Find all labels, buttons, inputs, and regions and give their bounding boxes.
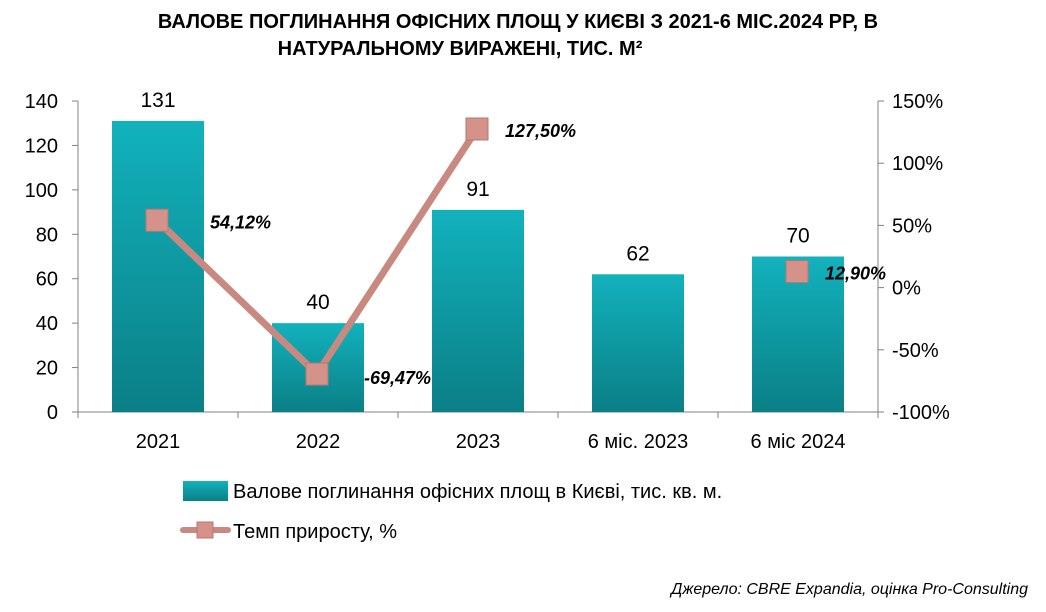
growth-marker	[305, 362, 329, 386]
y-left-tick-label: 120	[25, 135, 58, 157]
y-left-tick-label: 140	[25, 91, 58, 113]
x-tick-label: 2022	[296, 431, 341, 453]
chart-title-line-2: НАТУРАЛЬНОМУ ВИРАЖЕНІ, ТИС. М²	[278, 38, 643, 60]
y-left-tick-label: 20	[36, 358, 58, 380]
y-right-tick-label: -50%	[892, 340, 939, 362]
chart-title: ВАЛОВЕ ПОГЛИНАННЯ ОФІСНИХ ПЛОЩ У КИЄВІ З…	[158, 11, 878, 60]
bar	[592, 274, 684, 412]
legend-swatch-bar	[183, 481, 228, 501]
x-tick-label: 6 міс 2024	[751, 431, 846, 453]
chart-axes: 0 20 40 60 80 100 120 140 -100% -50% 0% 50% 100% 150%…	[25, 91, 950, 453]
growth-data-label: 54,12%	[210, 212, 271, 232]
x-tick-label: 2023	[456, 431, 501, 453]
bar-data-labels: 131 40 91 62 70	[140, 89, 809, 314]
source-note: Джерело: CBRE Expandia, оцінка Pro-Consu…	[669, 581, 1028, 598]
x-tick-label: 6 міс. 2023	[588, 431, 688, 453]
growth-marker	[465, 117, 489, 141]
bar-data-label: 70	[786, 225, 809, 248]
y-left-tick-label: 40	[36, 313, 58, 335]
y-left-tick-label: 60	[36, 269, 58, 291]
y-left-tick-label: 0	[47, 402, 58, 424]
growth-data-label: 12,90%	[825, 264, 886, 284]
x-tick-label: 2021	[136, 431, 181, 453]
y-left-tick-label: 80	[36, 224, 58, 246]
bar	[112, 120, 204, 412]
bar-data-label: 131	[140, 89, 175, 112]
legend-swatch-marker	[196, 521, 214, 539]
growth-data-label: 127,50%	[505, 121, 576, 141]
bar-data-label: 91	[466, 178, 489, 201]
bar-data-label: 40	[306, 291, 329, 314]
bar	[432, 209, 524, 412]
line-data-labels: 54,12% -69,47% 127,50% 12,90%	[210, 121, 886, 388]
y-right-tick-label: -100%	[892, 402, 950, 424]
growth-marker	[785, 260, 809, 284]
bar-data-label: 62	[626, 242, 649, 265]
y-right-tick-label: 100%	[892, 153, 943, 175]
legend: Валове поглинання офісних площ в Києві, …	[180, 481, 722, 543]
bar-series	[112, 120, 844, 412]
y-right-tick-label: 50%	[892, 215, 932, 237]
chart-title-line-1: ВАЛОВЕ ПОГЛИНАННЯ ОФІСНИХ ПЛОЩ У КИЄВІ З…	[158, 11, 878, 33]
y-right-tick-label: 0%	[892, 278, 921, 300]
line-series	[145, 117, 809, 386]
y-right-tick-label: 150%	[892, 91, 943, 113]
y-left-tick-label: 100	[25, 180, 58, 202]
growth-data-label: -69,47%	[364, 368, 431, 388]
growth-marker	[145, 208, 169, 232]
legend-label-line: Темп приросту, %	[233, 521, 397, 543]
legend-label-bar: Валове поглинання офісних площ в Києві, …	[233, 481, 722, 503]
